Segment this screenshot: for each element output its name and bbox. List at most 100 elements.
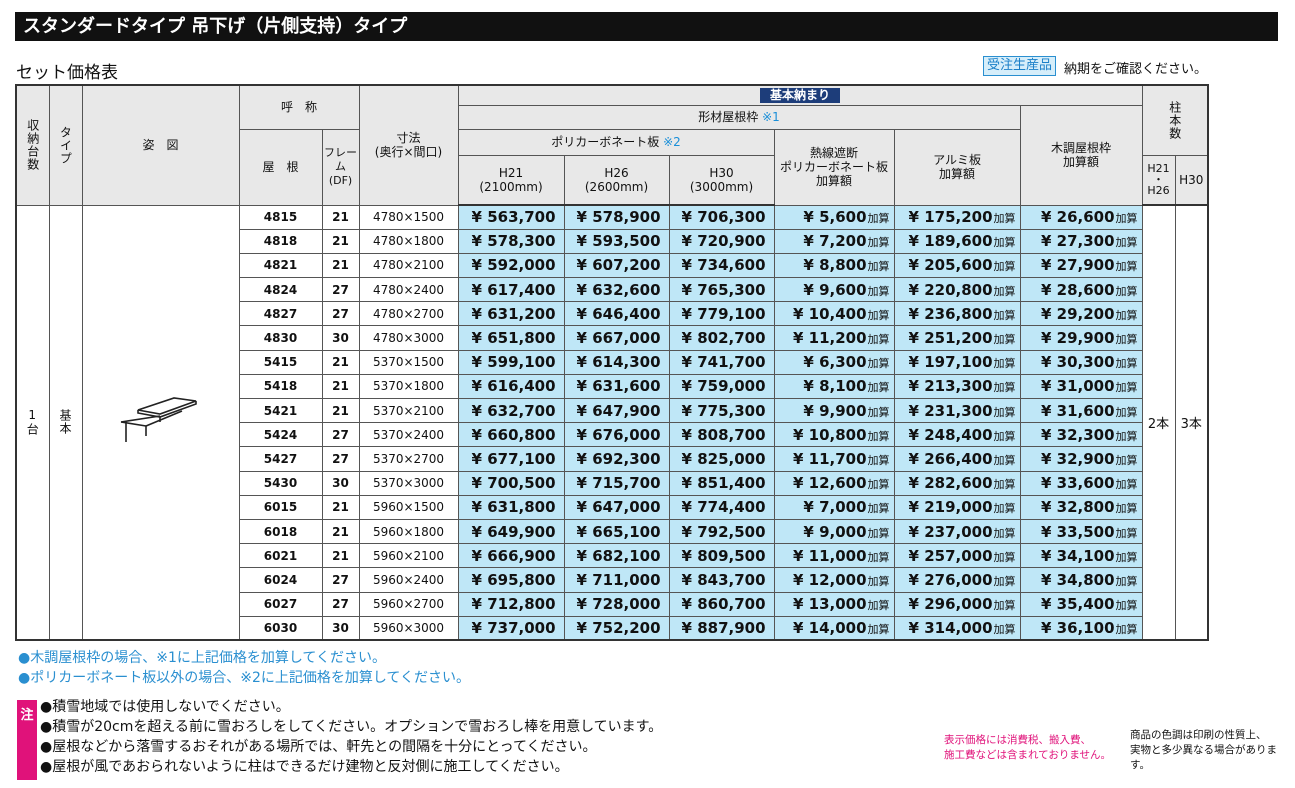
price: ¥ 651,800 [457,325,565,351]
table-row: 5421 21 5370×2100 ¥ 632,700 ¥ 647,900 ¥ 775,3… [16,397,1208,424]
add-value: ¥ 5,600 [803,208,867,227]
price: ¥ 887,900 [668,615,775,641]
add-value: ¥ 237,000 [908,522,993,541]
pergola-figure [120,397,197,443]
price: ¥ 682,100 [563,543,670,569]
add-suffix: 加算 [1115,357,1138,371]
price: ¥ 765,300 [668,277,775,303]
add-value: ¥ 11,700 [792,449,867,468]
table-row: 1台 基本 4815 21 4780×1500 ¥ 563,700 ¥ 578,900 ¥ 7… [15,204,1209,641]
header-cell: 寸法 (奥行×間口) [358,84,459,206]
frame-df: 21 [321,204,360,230]
type-cell: 基本 [48,204,83,641]
add-price: ¥ 231,300加算 [893,397,1021,424]
add-value: ¥ 12,000 [792,570,867,589]
price: ¥ 792,500 [668,518,775,545]
caution-item: ●積雪が20cmを超える前に雪おろしをしてください。オプションで雪おろし棒を用意… [40,719,663,735]
add-suffix: 加算 [993,429,1016,443]
roof-code: 5430 [238,470,323,496]
header-cell: 基本納まり [457,84,1143,106]
add-suffix: 加算 [867,502,890,516]
header-cell: ポリカーボネート板 ※2 [457,128,775,156]
add-suffix: 加算 [1115,308,1138,322]
roof-code: 6018 [238,518,323,545]
roof-code: 4815 [238,204,323,230]
dimension: 5960×2100 [358,543,459,569]
add-value: ¥ 248,400 [908,425,993,444]
dimension: 5960×1500 [358,494,459,520]
add-value: ¥ 9,000 [803,522,867,541]
frame-df: 21 [321,494,360,520]
add-value: ¥ 33,600 [1040,474,1115,493]
dimension: 5370×3000 [358,470,459,496]
roof-code: 6030 [238,615,323,641]
add-value: ¥ 10,800 [792,425,867,444]
add-suffix: 加算 [867,478,890,492]
price: ¥ 649,900 [457,518,565,545]
header-cell: 形材屋根枠 ※1 [457,104,1021,130]
add-suffix: 加算 [1115,623,1138,637]
add-value: ¥ 11,000 [792,546,867,565]
table-row: 4824 27 4780×2400 ¥ 617,400 ¥ 632,600 ¥ 765,3… [16,277,1208,303]
dimension: 5960×3000 [358,615,459,641]
add-price: ¥ 7,200加算 [773,228,895,254]
table-row: 4827 27 4780×2700 ¥ 631,200 ¥ 646,400 ¥ 779,1… [16,301,1208,327]
add-suffix: 加算 [993,623,1016,637]
frame-df: 21 [321,543,360,569]
add-suffix: 加算 [867,212,890,226]
frame-df: 21 [321,349,360,375]
roof-code: 4830 [238,325,323,351]
add-price: ¥ 11,700加算 [773,446,895,472]
table-row: 5424 27 5370×2400 ¥ 660,800 ¥ 676,000 ¥ 808,7… [16,422,1208,448]
price: ¥ 775,300 [668,397,775,424]
add-value: ¥ 8,800 [803,256,867,275]
add-suffix: 加算 [1115,453,1138,467]
header-text: 収納台数 [25,119,40,172]
add-value: ¥ 33,500 [1040,522,1115,541]
price: ¥ 631,200 [457,301,565,327]
add-value: ¥ 14,000 [792,619,867,638]
dimension: 4780×3000 [358,325,459,351]
add-price: ¥ 11,000加算 [773,543,895,569]
price: ¥ 617,400 [457,277,565,303]
add-price: ¥ 29,900加算 [1019,325,1143,351]
add-suffix: 加算 [867,357,890,371]
add-suffix: 加算 [993,478,1016,492]
header-cell: フレーム (DF) [321,128,360,206]
header-cell: タイプ [48,84,83,206]
header-cell: 収納台数 [15,84,50,206]
add-value: ¥ 257,000 [908,546,993,565]
dimension: 5370×2100 [358,397,459,424]
price: ¥ 599,100 [457,349,565,375]
price: ¥ 759,000 [668,373,775,400]
roof-code: 6024 [238,567,323,593]
price: ¥ 632,600 [563,277,670,303]
add-suffix: 加算 [867,284,890,298]
price: ¥ 711,000 [563,567,670,593]
price: ¥ 728,000 [563,591,670,617]
add-price: ¥ 9,900加算 [773,397,895,424]
dimension: 4780×1500 [358,204,459,230]
table-row: 5430 30 5370×3000 ¥ 700,500 ¥ 715,700 ¥ 851,4… [16,470,1208,496]
price: ¥ 809,500 [668,543,775,569]
price: ¥ 825,000 [668,446,775,472]
add-suffix: 加算 [993,526,1016,540]
price: ¥ 695,800 [457,567,565,593]
add-suffix: 加算 [993,550,1016,564]
table-row: 5427 27 5370×2700 ¥ 677,100 ¥ 692,300 ¥ 825,0… [16,446,1208,472]
dimension: 5370×2700 [358,446,459,472]
add-suffix: 加算 [1115,212,1138,226]
add-value: ¥ 7,000 [803,498,867,517]
price: ¥ 712,800 [457,591,565,617]
dimension: 5370×1500 [358,349,459,375]
price: ¥ 720,900 [668,228,775,254]
add-price: ¥ 9,600加算 [773,277,895,303]
add-suffix: 加算 [867,405,890,419]
add-price: ¥ 276,000加算 [893,567,1021,593]
roof-code: 5421 [238,397,323,424]
add-suffix: 加算 [993,381,1016,395]
price: ¥ 563,700 [457,204,565,230]
frame-df: 21 [321,228,360,254]
frame-df: 27 [321,301,360,327]
add-price: ¥ 213,300加算 [893,373,1021,400]
